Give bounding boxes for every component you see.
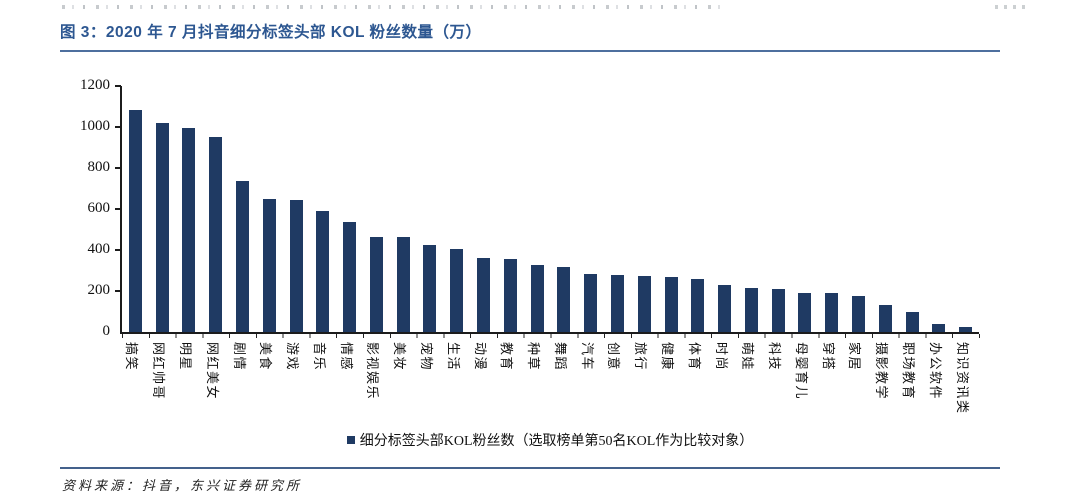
x-category-label: 摄影教学 bbox=[874, 342, 890, 401]
x-category-label: 游戏 bbox=[285, 342, 301, 372]
y-tick-mark bbox=[115, 85, 121, 87]
x-category-label: 创意 bbox=[606, 342, 622, 372]
x-category-label: 时尚 bbox=[713, 342, 729, 372]
y-tick-mark bbox=[115, 126, 121, 128]
bar-搞笑 bbox=[128, 109, 142, 332]
x-category-label: 动漫 bbox=[472, 342, 488, 372]
bar-体育 bbox=[691, 278, 705, 332]
bar-时尚 bbox=[718, 284, 732, 332]
y-tick-label: 1000 bbox=[80, 118, 110, 134]
x-axis-ticks bbox=[122, 334, 980, 338]
x-category-label: 搞笑 bbox=[124, 342, 140, 372]
bar-美食 bbox=[262, 198, 276, 332]
title-divider bbox=[60, 50, 1000, 52]
bar-创意 bbox=[610, 274, 624, 332]
y-tick-label: 800 bbox=[87, 159, 111, 175]
bar-汽车 bbox=[584, 273, 598, 332]
x-category-label: 情感 bbox=[338, 342, 354, 372]
y-tick-mark bbox=[115, 208, 121, 210]
y-tick-label: 1200 bbox=[80, 77, 110, 93]
chart-legend: 细分标签头部KOL粉丝数（选取榜单第50名KOL作为比较对象） bbox=[120, 430, 980, 450]
x-category-label: 教育 bbox=[499, 342, 515, 372]
bar-游戏 bbox=[289, 199, 303, 332]
y-tick-label: 400 bbox=[87, 241, 111, 257]
bar-种草 bbox=[530, 265, 544, 332]
x-category-label: 美食 bbox=[258, 342, 274, 372]
bar-舞蹈 bbox=[557, 267, 571, 332]
x-category-label: 美妆 bbox=[392, 342, 408, 372]
x-category-label: 网红帅哥 bbox=[151, 342, 167, 401]
bar-知识资讯类 bbox=[959, 326, 973, 332]
y-tick-mark bbox=[115, 167, 121, 169]
y-tick-label: 200 bbox=[87, 282, 111, 298]
x-category-label: 生活 bbox=[445, 342, 461, 372]
bar-摄影教学 bbox=[878, 305, 892, 332]
x-category-label: 音乐 bbox=[311, 342, 327, 372]
x-category-label: 萌娃 bbox=[740, 342, 756, 372]
bar-音乐 bbox=[316, 211, 330, 332]
x-category-label: 宠物 bbox=[418, 342, 434, 372]
y-tick-label: 0 bbox=[102, 323, 111, 339]
bar-网红帅哥 bbox=[155, 122, 169, 332]
x-category-label: 知识资讯类 bbox=[954, 342, 970, 415]
bar-动漫 bbox=[477, 258, 491, 332]
legend-label: 细分标签头部KOL粉丝数（选取榜单第50名KOL作为比较对象） bbox=[359, 434, 754, 449]
x-category-label: 科技 bbox=[767, 342, 783, 372]
x-category-label: 母婴育儿 bbox=[793, 342, 809, 401]
x-category-label: 家居 bbox=[847, 342, 863, 372]
source-note: 资料来源：抖音，东兴证券研究所 bbox=[62, 478, 303, 493]
x-category-label: 体育 bbox=[686, 342, 702, 372]
bar-影视娱乐 bbox=[369, 236, 383, 332]
x-category-label: 舞蹈 bbox=[552, 342, 568, 372]
bar-健康 bbox=[664, 276, 678, 332]
bar-教育 bbox=[503, 259, 517, 332]
bar-萌娃 bbox=[744, 287, 758, 332]
x-category-label: 办公软件 bbox=[927, 342, 943, 401]
bar-科技 bbox=[771, 288, 785, 332]
x-category-label: 影视娱乐 bbox=[365, 342, 381, 401]
x-category-label: 健康 bbox=[660, 342, 676, 372]
bar-旅行 bbox=[637, 275, 651, 332]
bar-剧情 bbox=[236, 181, 250, 332]
figure-title: 图 3：2020 年 7 月抖音细分标签头部 KOL 粉丝数量（万） bbox=[60, 24, 482, 41]
y-tick-mark bbox=[115, 249, 121, 251]
clipped-text-remnant bbox=[62, 5, 722, 9]
clipped-text-remnant bbox=[995, 5, 1025, 9]
bar-家居 bbox=[851, 296, 865, 332]
y-tick-label: 600 bbox=[87, 200, 111, 216]
bar-明星 bbox=[182, 128, 196, 332]
x-category-label: 网红美女 bbox=[204, 342, 220, 401]
bar-母婴育儿 bbox=[798, 293, 812, 332]
bar-穿搭 bbox=[825, 293, 839, 332]
bar-职场教育 bbox=[905, 311, 919, 332]
x-category-label: 旅行 bbox=[633, 342, 649, 372]
x-category-label: 汽车 bbox=[579, 342, 595, 372]
bar-网红美女 bbox=[209, 137, 223, 332]
bar-生活 bbox=[450, 248, 464, 332]
x-category-label: 职场教育 bbox=[901, 342, 917, 401]
bar-情感 bbox=[343, 222, 357, 332]
plot-area bbox=[120, 86, 979, 334]
x-category-label: 穿搭 bbox=[820, 342, 836, 372]
y-tick-mark bbox=[115, 290, 121, 292]
legend-square-icon bbox=[346, 436, 355, 444]
x-category-label: 剧情 bbox=[231, 342, 247, 372]
figure-bottom-divider bbox=[60, 467, 1000, 469]
x-category-label: 种草 bbox=[526, 342, 542, 372]
bar-chart: 0 200 400 600 800 1000 1200 搞笑 网红帅哥 明星 网红美女 剧情 美食 游戏… bbox=[60, 60, 1060, 430]
x-category-label: 明星 bbox=[177, 342, 193, 372]
bar-美妆 bbox=[396, 236, 410, 332]
bar-办公软件 bbox=[932, 323, 946, 332]
bar-宠物 bbox=[423, 244, 437, 332]
